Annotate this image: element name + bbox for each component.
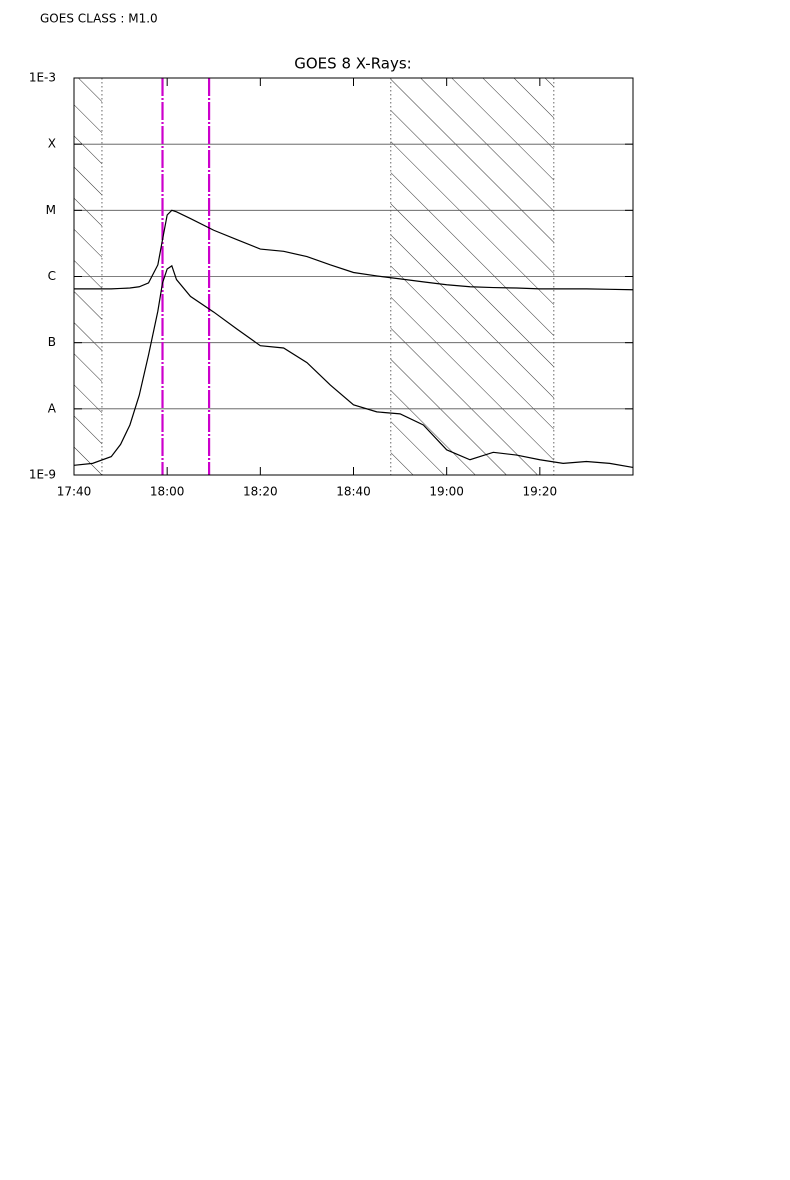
y-tick-label: A — [48, 401, 57, 415]
flux-line — [74, 209, 634, 291]
chart-title: GOES 8 X-Rays: — [294, 55, 411, 73]
y-tick-label: B — [48, 335, 56, 349]
y-tick-label: M — [46, 203, 56, 217]
y-tick-label: 1E-3 — [29, 71, 56, 85]
x-tick-label: 18:00 — [150, 485, 185, 499]
x-tick-label: 18:40 — [336, 485, 371, 499]
y-tick-label: 1E-9 — [29, 468, 56, 482]
goes-class: GOES CLASS : M1.0 — [40, 12, 158, 26]
x-tick-label: 19:20 — [523, 485, 558, 499]
flux-line — [73, 264, 634, 469]
plot-frame — [73, 77, 634, 476]
x-tick-label: 19:00 — [429, 485, 464, 499]
x-tick-label: 17:40 — [57, 485, 92, 499]
y-tick-label: X — [48, 137, 56, 151]
y-tick-label: C — [48, 269, 56, 283]
plot: 1E-9 A B C M X 1E-3 17:40 18:00 18:20 18:40 19:00 19… — [29, 71, 634, 499]
x-tick-label: 18:20 — [243, 485, 278, 499]
